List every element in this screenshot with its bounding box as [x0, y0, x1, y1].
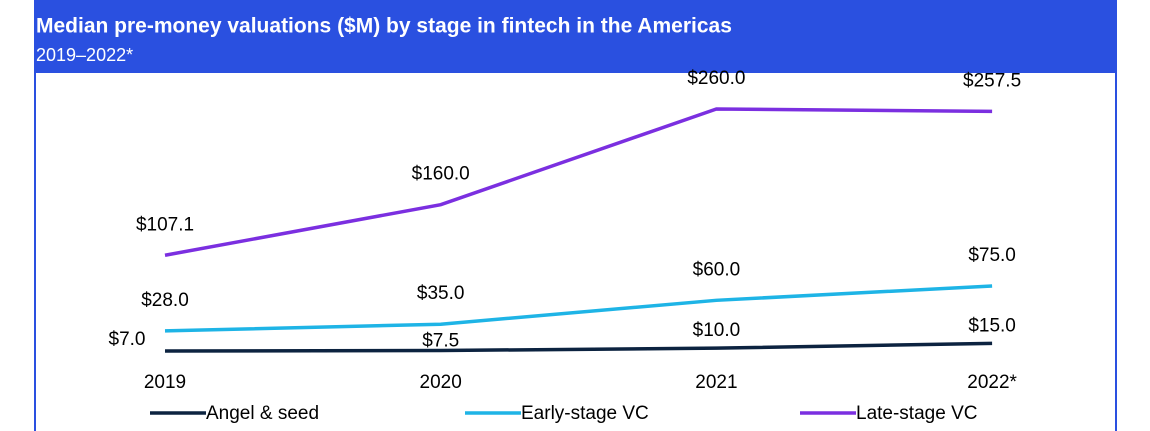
legend-label: Angel & seed [206, 403, 319, 424]
chart-subtitle: 2019–2022* [36, 45, 133, 65]
data-label: $28.0 [141, 290, 189, 311]
x-tick-label: 2022* [967, 372, 1017, 393]
x-tick-label: 2019 [144, 372, 186, 393]
line [164, 284, 993, 333]
data-label: $260.0 [687, 68, 745, 89]
legend-label: Late-stage VC [856, 403, 977, 424]
data-label: $60.0 [693, 259, 741, 280]
data-label: $15.0 [968, 315, 1016, 336]
legend-label: Early-stage VC [521, 403, 649, 424]
data-label: $160.0 [412, 164, 470, 185]
data-label: $7.5 [422, 331, 459, 352]
chart-title: Median pre-money valuations ($M) by stag… [36, 15, 732, 38]
data-label: $10.0 [693, 320, 741, 341]
data-label: $75.0 [968, 245, 1016, 266]
line [164, 107, 993, 257]
data-label: $7.0 [109, 329, 146, 350]
x-tick-label: 2021 [695, 372, 737, 393]
data-label: $35.0 [417, 283, 465, 304]
x-tick-label: 2020 [420, 372, 462, 393]
data-label: $107.1 [136, 214, 194, 235]
line [164, 341, 993, 353]
header-band [34, 0, 1117, 73]
data-label: $257.5 [963, 70, 1021, 91]
